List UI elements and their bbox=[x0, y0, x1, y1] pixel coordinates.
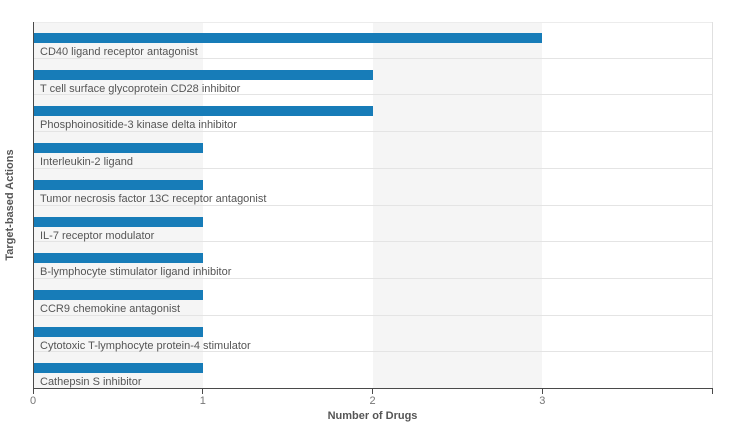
plot-area: CD40 ligand receptor antagonist T cell s… bbox=[33, 22, 712, 388]
x-tick-label: 0 bbox=[29, 395, 37, 407]
bar-label: T cell surface glycoprotein CD28 inhibit… bbox=[40, 82, 241, 95]
bar[interactable] bbox=[33, 143, 203, 154]
bar[interactable] bbox=[33, 33, 543, 43]
bar-label: CD40 ligand receptor antagonist bbox=[40, 46, 198, 58]
bar-label: IL-7 receptor modulator bbox=[40, 229, 155, 242]
bar-row: Cytotoxic T-lymphocyte protein-4 stimula… bbox=[33, 316, 712, 353]
bar-row: B-lymphocyte stimulator ligand inhibitor bbox=[33, 242, 712, 279]
bar[interactable] bbox=[33, 106, 373, 117]
x-axis: Number of Drugs 0 1 2 3 bbox=[29, 389, 713, 429]
bar[interactable] bbox=[33, 289, 203, 300]
bar[interactable] bbox=[33, 216, 203, 227]
bar[interactable] bbox=[33, 363, 203, 374]
bar-row: Tumor necrosis factor 13C receptor antag… bbox=[33, 169, 712, 206]
bar[interactable] bbox=[33, 253, 203, 264]
x-axis-line bbox=[33, 388, 713, 389]
x-tick-mark bbox=[202, 389, 204, 394]
x-tick-mark bbox=[372, 389, 373, 394]
x-axis-title: Number of Drugs bbox=[327, 410, 418, 422]
plot-top-border bbox=[34, 22, 712, 23]
bar-label: Phosphoinositide-3 kinase delta inhibito… bbox=[40, 119, 237, 132]
y-axis-title: Target-based Actions bbox=[4, 149, 16, 261]
bar-row: T cell surface glycoprotein CD28 inhibit… bbox=[33, 59, 712, 96]
x-tick-label: 2 bbox=[369, 395, 376, 407]
y-axis-line bbox=[33, 22, 34, 389]
x-tick-mark bbox=[711, 389, 713, 394]
bar[interactable] bbox=[33, 326, 203, 337]
x-tick-mark bbox=[32, 389, 34, 394]
bar-row: Phosphoinositide-3 kinase delta inhibito… bbox=[33, 95, 712, 133]
bar-label: CCR9 chemokine antagonist bbox=[40, 302, 181, 315]
bar-row: CCR9 chemokine antagonist bbox=[33, 279, 712, 316]
bar[interactable] bbox=[33, 69, 373, 80]
x-tick-mark bbox=[541, 389, 543, 394]
x-tick-label: 1 bbox=[199, 395, 206, 407]
bar-label: Cytotoxic T-lymphocyte protein-4 stimula… bbox=[40, 339, 251, 352]
bar-row: Cathepsin S inhibitor bbox=[33, 352, 712, 388]
plot-right-border bbox=[712, 22, 713, 388]
bar[interactable] bbox=[33, 179, 203, 190]
bar-rows: CD40 ligand receptor antagonist T cell s… bbox=[33, 22, 712, 388]
bar-label: Interleukin-2 ligand bbox=[40, 156, 133, 169]
bar-label: Cathepsin S inhibitor bbox=[40, 376, 142, 389]
bar-row: IL-7 receptor modulator bbox=[33, 206, 712, 243]
bar-row: Interleukin-2 ligand bbox=[33, 132, 712, 169]
x-tick-label: 3 bbox=[539, 395, 546, 407]
bar-label: Tumor necrosis factor 13C receptor antag… bbox=[40, 192, 267, 205]
bar-label: B-lymphocyte stimulator ligand inhibitor bbox=[40, 266, 232, 279]
bar-row: CD40 ligand receptor antagonist bbox=[33, 22, 712, 59]
